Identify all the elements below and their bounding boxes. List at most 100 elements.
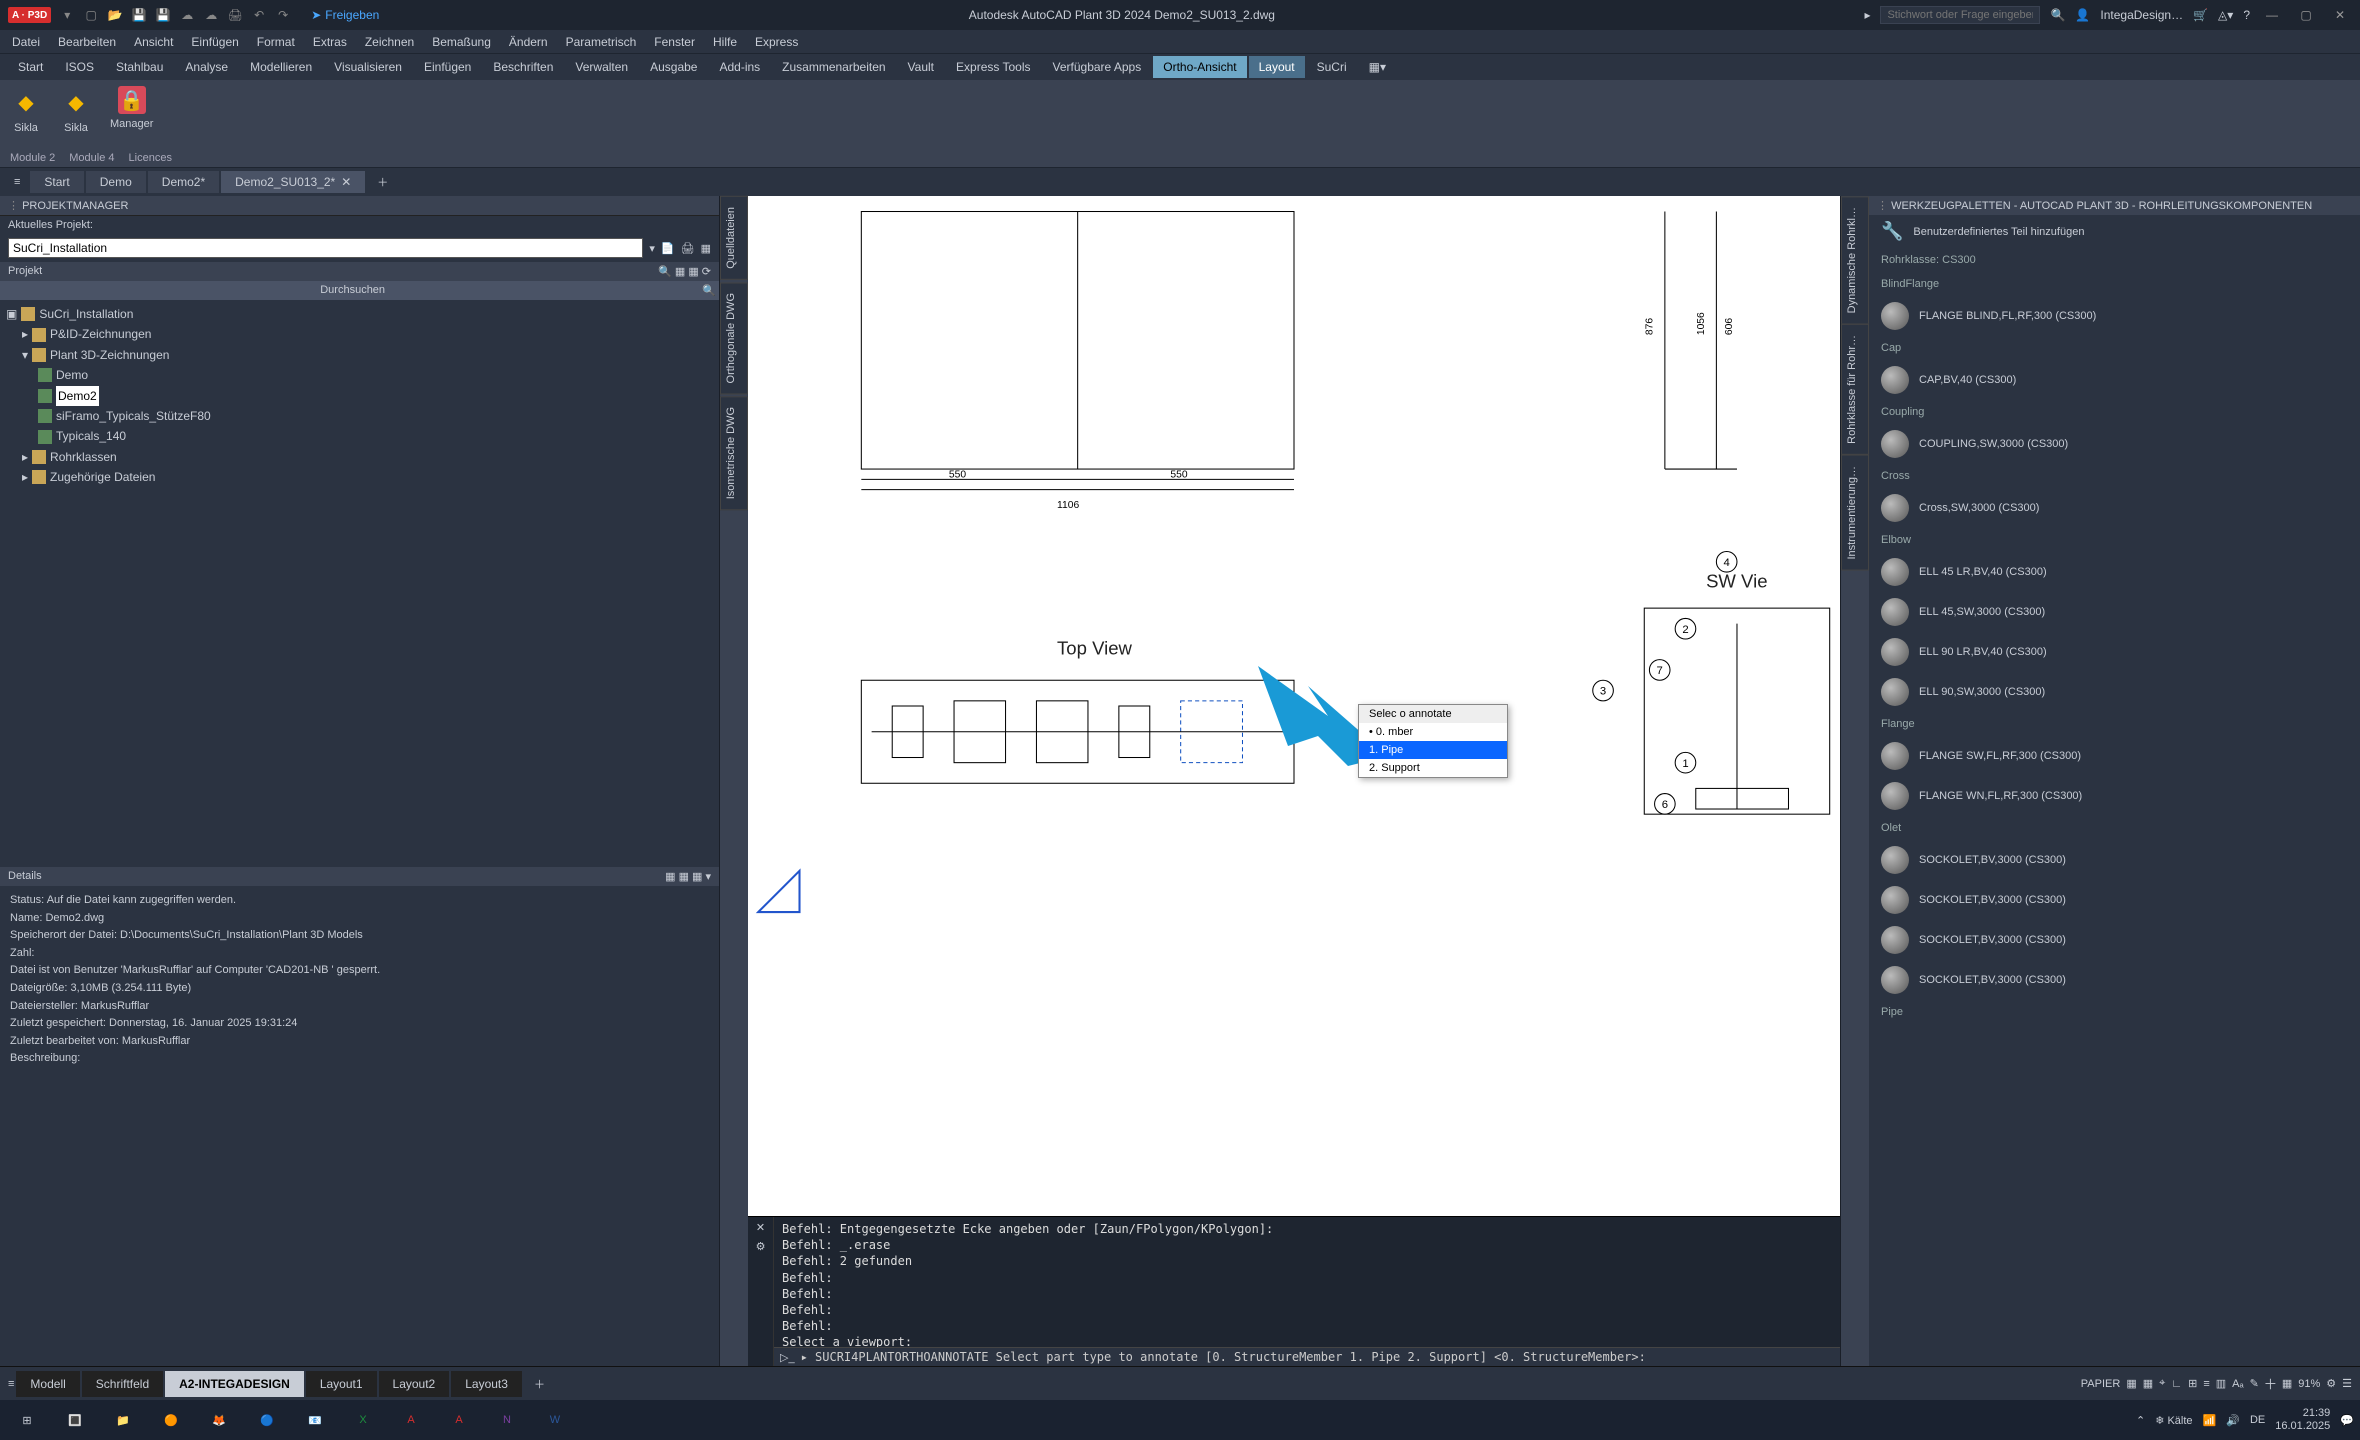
- tb-autocad2-icon[interactable]: A: [438, 1404, 480, 1436]
- ribbon-tab-ortho[interactable]: Ortho-Ansicht: [1153, 56, 1246, 78]
- menu-extras[interactable]: Extras: [313, 35, 347, 49]
- rp-vtab-instr[interactable]: Instrumentierung…: [1841, 455, 1869, 571]
- ribbon-tab-vault[interactable]: Vault: [898, 56, 944, 78]
- ribbon-tab-isos[interactable]: ISOS: [55, 56, 104, 78]
- redo-icon[interactable]: ↷: [275, 7, 291, 23]
- status-icon[interactable]: 十: [2265, 1376, 2276, 1392]
- rp-component-item[interactable]: FLANGE SW,FL,RF,300 (CS300): [1869, 736, 2360, 776]
- file-tab-demo2[interactable]: Demo2*: [148, 171, 219, 193]
- tb-word-icon[interactable]: W: [534, 1404, 576, 1436]
- tb-chrome-icon[interactable]: 🟠: [150, 1404, 192, 1436]
- autodesk-icon[interactable]: ◬▾: [2218, 8, 2233, 22]
- status-paper[interactable]: PAPIER: [2081, 1378, 2121, 1390]
- command-input-row[interactable]: ▷_ ▸ SUCRI4PLANTORTHOANNOTATE Select par…: [774, 1347, 1840, 1366]
- close-button[interactable]: ✕: [2328, 8, 2352, 22]
- project-tree[interactable]: ▣SuCri_Installation ▸P&ID-Zeichnungen ▾P…: [0, 300, 719, 867]
- pm-hdr-icons[interactable]: 🔍 ▦ ▦ ⟳: [658, 265, 711, 278]
- tb-explorer-icon[interactable]: 📁: [102, 1404, 144, 1436]
- help-icon[interactable]: ?: [2243, 8, 2250, 22]
- menu-icon[interactable]: ▾: [59, 7, 75, 23]
- tb-edge-icon[interactable]: 🔵: [246, 1404, 288, 1436]
- tree-rohr[interactable]: Rohrklassen: [50, 447, 117, 467]
- layout-tabs-menu-icon[interactable]: ≡: [8, 1378, 14, 1390]
- status-icon[interactable]: ▦: [2143, 1377, 2153, 1390]
- open-icon[interactable]: 📂: [107, 7, 123, 23]
- tree-demo2[interactable]: Demo2: [56, 386, 99, 406]
- ribbon-tab-layout[interactable]: Layout: [1249, 56, 1305, 78]
- ribbon-tab-modellieren[interactable]: Modellieren: [240, 56, 322, 78]
- rp-component-item[interactable]: FLANGE BLIND,FL,RF,300 (CS300): [1869, 296, 2360, 336]
- vtab-ortho[interactable]: Orthogonale DWG: [720, 282, 748, 394]
- status-scale[interactable]: 91%: [2298, 1378, 2320, 1390]
- rp-component-item[interactable]: SOCKOLET,BV,3000 (CS300): [1869, 960, 2360, 1000]
- cmd-close-icon[interactable]: ✕: [756, 1221, 765, 1234]
- ribbon-btn-sikla1[interactable]: ◆ Sikla: [10, 86, 42, 134]
- rp-vtab-rohr[interactable]: Rohrklasse für Rohr…: [1841, 324, 1869, 455]
- rp-component-item[interactable]: ELL 45,SW,3000 (CS300): [1869, 592, 2360, 632]
- rp-component-item[interactable]: FLANGE WN,FL,RF,300 (CS300): [1869, 776, 2360, 816]
- layout-tab-add[interactable]: ＋: [524, 1370, 555, 1398]
- pm-tool-icon[interactable]: ▦: [701, 242, 711, 255]
- rp-component-item[interactable]: ELL 90 LR,BV,40 (CS300): [1869, 632, 2360, 672]
- ribbon-tab-sucri[interactable]: SuCri: [1307, 56, 1357, 78]
- menu-parametrisch[interactable]: Parametrisch: [566, 35, 637, 49]
- tray-sound-icon[interactable]: 🔊: [2226, 1414, 2240, 1427]
- popup-option-2[interactable]: 2. Support: [1359, 759, 1507, 777]
- tb-firefox-icon[interactable]: 🦊: [198, 1404, 240, 1436]
- cloud-open-icon[interactable]: ☁: [179, 7, 195, 23]
- file-tab-current[interactable]: Demo2_SU013_2* ✕: [221, 171, 365, 193]
- cart-icon[interactable]: 🛒: [2193, 8, 2208, 22]
- file-tab-demo[interactable]: Demo: [86, 171, 146, 193]
- pm-search-bar[interactable]: Durchsuchen 🔍: [0, 281, 719, 300]
- rp-component-item[interactable]: COUPLING,SW,3000 (CS300): [1869, 424, 2360, 464]
- status-icon[interactable]: ∟: [2171, 1378, 2182, 1390]
- ribbon-sub-module4[interactable]: Module 4: [69, 152, 114, 164]
- rp-component-item[interactable]: SOCKOLET,BV,3000 (CS300): [1869, 880, 2360, 920]
- tray-wifi-icon[interactable]: 📶: [2203, 1414, 2217, 1427]
- project-select-input[interactable]: [8, 238, 643, 258]
- ribbon-tab-visualisieren[interactable]: Visualisieren: [324, 56, 412, 78]
- tb-outlook-icon[interactable]: 📧: [294, 1404, 336, 1436]
- ribbon-tab-express[interactable]: Express Tools: [946, 56, 1040, 78]
- rp-component-item[interactable]: Cross,SW,3000 (CS300): [1869, 488, 2360, 528]
- tb-onenote-icon[interactable]: N: [486, 1404, 528, 1436]
- layout-tab-a2[interactable]: A2-INTEGADESIGN: [165, 1371, 304, 1397]
- vtab-quelldateien[interactable]: Quelldateien: [720, 196, 748, 280]
- tree-typicals[interactable]: Typicals_140: [56, 426, 126, 446]
- app-badge[interactable]: A · P3D: [8, 7, 51, 23]
- maximize-button[interactable]: ▢: [2294, 8, 2318, 22]
- rp-component-item[interactable]: SOCKOLET,BV,3000 (CS300): [1869, 920, 2360, 960]
- new-icon[interactable]: ▢: [83, 7, 99, 23]
- vtab-iso[interactable]: Isometrische DWG: [720, 396, 748, 510]
- menu-fenster[interactable]: Fenster: [654, 35, 695, 49]
- new-tab-button[interactable]: ＋: [367, 170, 398, 194]
- ribbon-sub-module2[interactable]: Module 2: [10, 152, 55, 164]
- tray-chevron-icon[interactable]: ⌃: [2136, 1414, 2145, 1427]
- ribbon-tab-addins[interactable]: Add-ins: [709, 56, 770, 78]
- status-icon[interactable]: ≡: [2203, 1378, 2209, 1390]
- cloud-save-icon[interactable]: ☁: [203, 7, 219, 23]
- menu-ansicht[interactable]: Ansicht: [134, 35, 173, 49]
- tb-autocad-icon[interactable]: A: [390, 1404, 432, 1436]
- layout-tab-schriftfeld[interactable]: Schriftfeld: [82, 1371, 163, 1397]
- menu-format[interactable]: Format: [257, 35, 295, 49]
- status-icon[interactable]: ☰: [2342, 1377, 2352, 1390]
- popup-option-0[interactable]: • 0. mber: [1359, 723, 1507, 741]
- ribbon-tab-extra[interactable]: ▦▾: [1359, 56, 1396, 78]
- ribbon-tab-ausgabe[interactable]: Ausgabe: [640, 56, 707, 78]
- tree-root[interactable]: SuCri_Installation: [39, 304, 133, 324]
- user-label[interactable]: IntegaDesign…: [2100, 8, 2183, 22]
- tree-pid[interactable]: P&ID-Zeichnungen: [50, 324, 151, 344]
- file-tab-start[interactable]: Start: [30, 171, 83, 193]
- tb-excel-icon[interactable]: X: [342, 1404, 384, 1436]
- tray-weather[interactable]: ❄ Kälte: [2155, 1414, 2192, 1427]
- drawing-canvas[interactable]: 550 550 1106 876 1056 606 Top View: [748, 196, 1840, 1216]
- menu-zeichnen[interactable]: Zeichnen: [365, 35, 414, 49]
- ribbon-tab-analyse[interactable]: Analyse: [175, 56, 238, 78]
- ribbon-tab-apps[interactable]: Verfügbare Apps: [1043, 56, 1152, 78]
- ribbon-tab-start[interactable]: Start: [8, 56, 53, 78]
- saveas-icon[interactable]: 💾: [155, 7, 171, 23]
- details-hdr-icons[interactable]: ▦ ▦ ▦ ▾: [665, 870, 711, 883]
- ribbon-tab-stahlbau[interactable]: Stahlbau: [106, 56, 173, 78]
- share-button[interactable]: ➤ Freigeben: [311, 8, 379, 22]
